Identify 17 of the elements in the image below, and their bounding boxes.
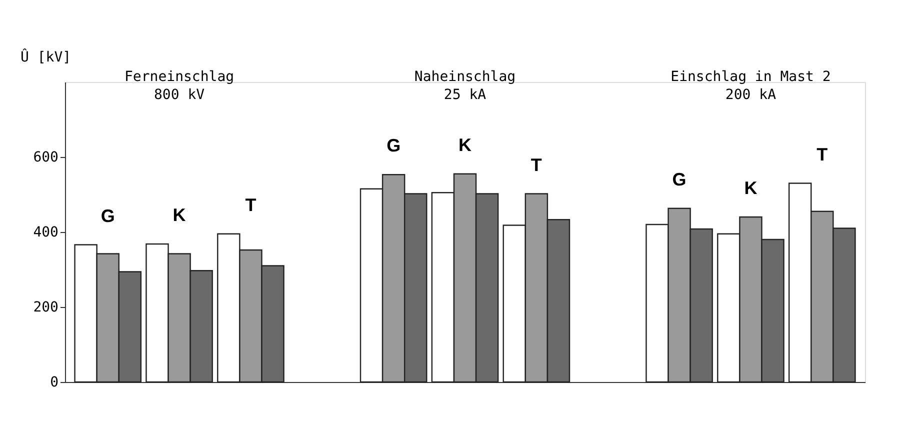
x-tick-label: G [386,136,401,156]
y-tick-label: 600 [33,150,58,166]
annotation: Naheinschlag 25 kA [414,69,516,103]
x-tick-label: K [458,134,472,155]
x-tick-label: G [672,169,686,190]
x-tick-label: K [744,178,758,198]
x-tick-label: T [530,154,542,175]
x-tick-label: G [100,206,115,226]
x-tick-label: T [816,144,828,164]
x-tick-label: K [172,205,186,225]
y-tick-label: 0 [50,374,58,390]
y-tick-label: 400 [33,224,58,240]
y-axis-title: Û [kV] [20,48,72,66]
y-tick-label: 200 [33,300,58,316]
x-tick-label: T [245,194,256,215]
annotation: Einschlag in Mast 2 200 kA [670,69,831,103]
annotation: Ferneinschlag 800 kV [124,69,234,103]
